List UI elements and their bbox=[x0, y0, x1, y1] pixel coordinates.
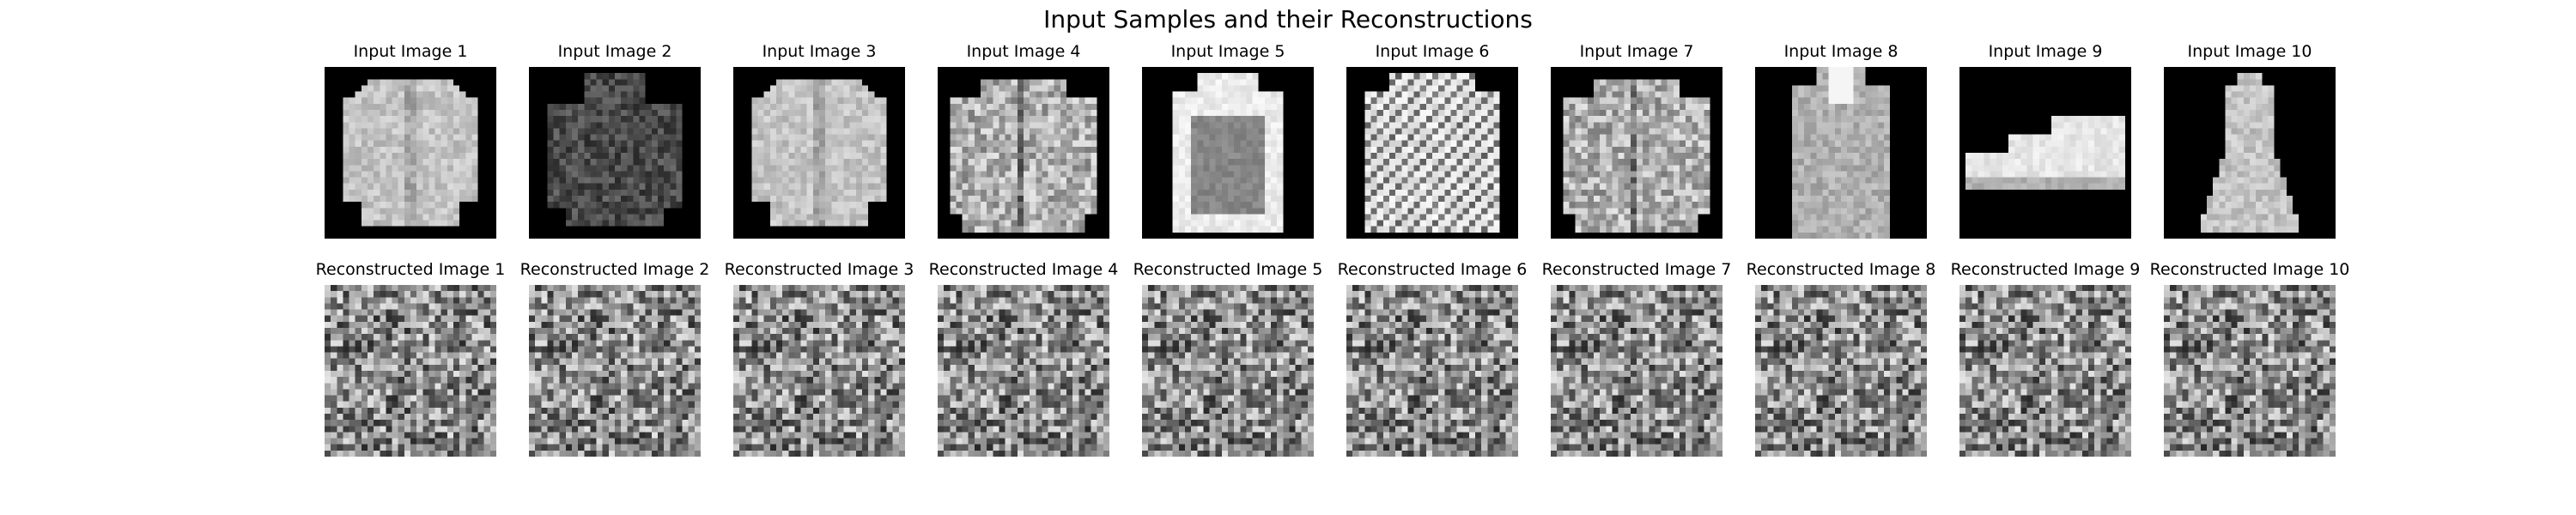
figure-title: Input Samples and their Reconstructions bbox=[1043, 5, 1533, 33]
input-image bbox=[1551, 67, 1722, 239]
reconstruction-image bbox=[1142, 285, 1314, 457]
input-image bbox=[1959, 67, 2131, 239]
input-image bbox=[2164, 67, 2336, 239]
input-image-label: Input Image 5 bbox=[1170, 42, 1285, 61]
input-image bbox=[733, 67, 905, 239]
input-image bbox=[1346, 67, 1518, 239]
reconstruction-image bbox=[938, 285, 1109, 457]
input-image-label: Input Image 4 bbox=[966, 42, 1081, 61]
reconstruction-image-label: Reconstructed Image 1 bbox=[315, 260, 506, 279]
input-image-label: Input Image 9 bbox=[1988, 42, 2103, 61]
reconstruction-image bbox=[733, 285, 905, 457]
reconstruction-image-label: Reconstructed Image 9 bbox=[1950, 260, 2141, 279]
input-image bbox=[1142, 67, 1314, 239]
input-image-label: Input Image 3 bbox=[762, 42, 877, 61]
input-image bbox=[325, 67, 496, 239]
reconstruction-image-label: Reconstructed Image 6 bbox=[1337, 260, 1528, 279]
reconstruction-image bbox=[2164, 285, 2336, 457]
input-image-label: Input Image 6 bbox=[1375, 42, 1490, 61]
reconstruction-image-label: Reconstructed Image 7 bbox=[1541, 260, 1732, 279]
input-image-label: Input Image 2 bbox=[557, 42, 672, 61]
reconstruction-image-label: Reconstructed Image 4 bbox=[928, 260, 1119, 279]
input-image-label: Input Image 10 bbox=[2187, 42, 2312, 61]
input-image-label: Input Image 8 bbox=[1783, 42, 1899, 61]
reconstruction-image bbox=[1959, 285, 2131, 457]
reconstruction-image-label: Reconstructed Image 10 bbox=[2149, 260, 2350, 279]
reconstruction-image bbox=[1755, 285, 1927, 457]
reconstruction-image bbox=[1551, 285, 1722, 457]
reconstruction-image-label: Reconstructed Image 3 bbox=[724, 260, 914, 279]
reconstruction-image bbox=[1346, 285, 1518, 457]
input-image-label: Input Image 7 bbox=[1579, 42, 1694, 61]
reconstruction-image-label: Reconstructed Image 8 bbox=[1746, 260, 1936, 279]
input-image bbox=[529, 67, 701, 239]
input-image bbox=[938, 67, 1109, 239]
reconstruction-image-label: Reconstructed Image 2 bbox=[519, 260, 710, 279]
input-image-label: Input Image 1 bbox=[353, 42, 468, 61]
reconstruction-image-label: Reconstructed Image 5 bbox=[1133, 260, 1323, 279]
reconstruction-image bbox=[529, 285, 701, 457]
input-image bbox=[1755, 67, 1927, 239]
reconstruction-image bbox=[325, 285, 496, 457]
